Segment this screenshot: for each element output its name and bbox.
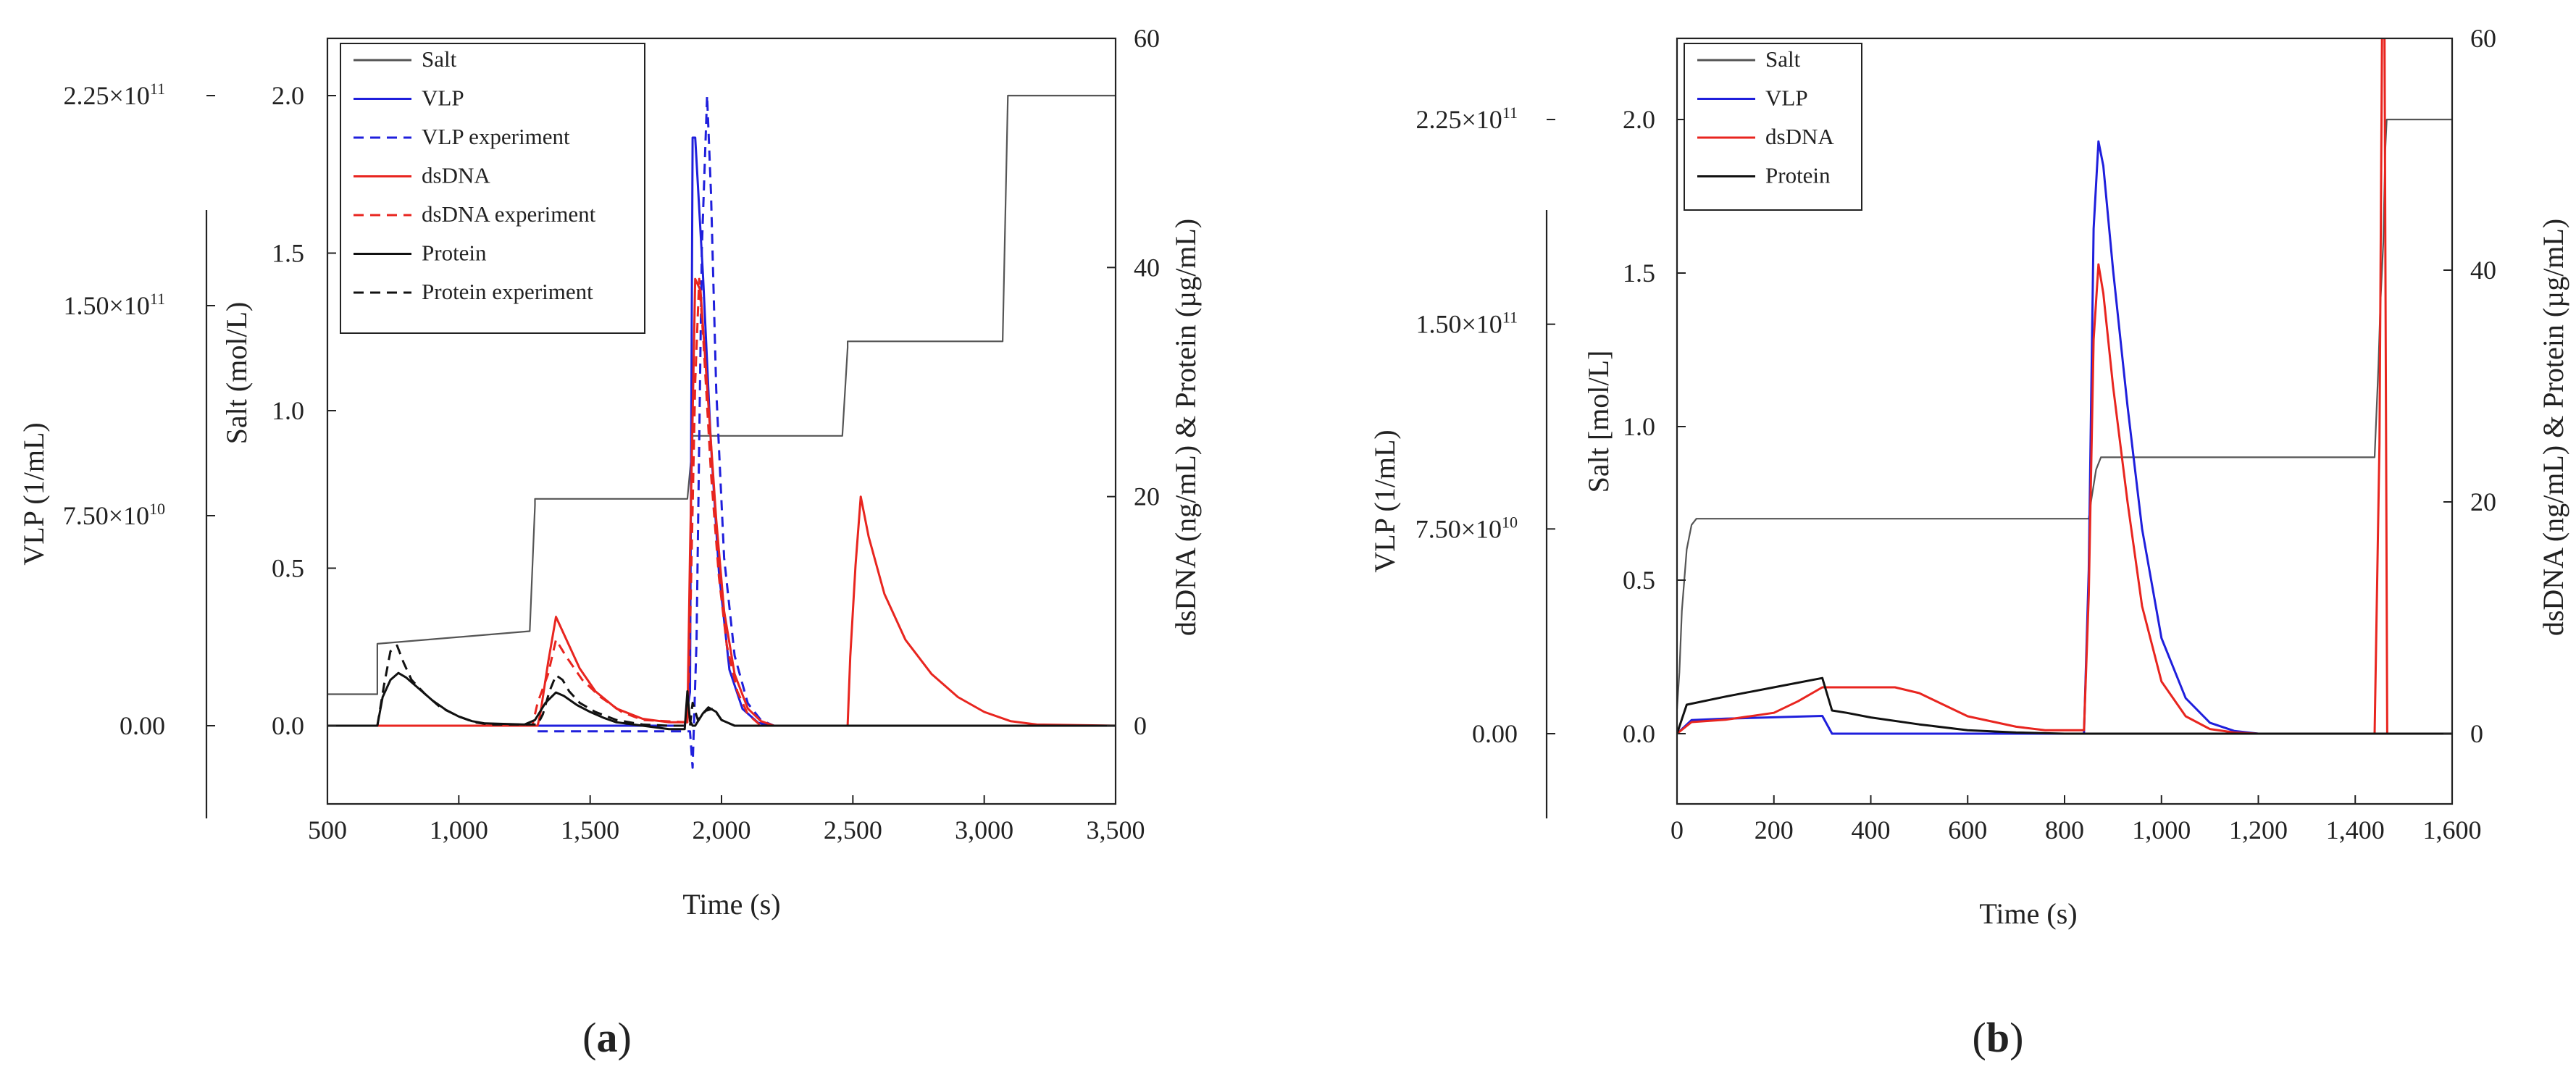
panel-a-right-axis-title: dsDNA (ng/mL) & Protein (µg/mL) [1169, 219, 1202, 636]
panel-b-legend-label: Protein [1765, 163, 1831, 188]
panel-b-salt-tick-label: 1.0 [1623, 412, 1655, 441]
panel-b-salt-tick-label: 0.5 [1623, 566, 1655, 595]
panel-a-legend-label: dsDNA [422, 163, 490, 188]
panel-a-label-open: ( [582, 1014, 596, 1061]
panel-a-legend-label: Protein [422, 240, 487, 266]
panel-b-salt-tick-label: 1.5 [1623, 259, 1655, 288]
panel-b-right-tick-label: 20 [2470, 487, 2496, 516]
panel-a-x-tick-label: 3,500 [1087, 816, 1145, 844]
panel-b-right-tick-label: 60 [2470, 24, 2496, 53]
panel-a-vlp-tick-label: 2.25×1011 [64, 80, 166, 110]
panel-b-x-tick-label: 1,600 [2423, 816, 2482, 844]
panel-a-x-tick-label: 500 [308, 816, 347, 844]
panel-a-x-tick-label: 3,000 [955, 816, 1013, 844]
panel-b-x-tick-label: 0 [1670, 816, 1684, 844]
panel-a-x-tick-label: 2,000 [693, 816, 751, 844]
panel-b-x-axis-title: Time (s) [1979, 897, 2077, 930]
panel-b-label-open: ( [1973, 1014, 1986, 1061]
panel-b-x-tick-label: 400 [1852, 816, 1891, 844]
panel-a-legend-label: VLP [422, 85, 464, 111]
panel-b-x-tick-label: 1,400 [2326, 816, 2385, 844]
panel-a-salt-axis-title: Salt (mol/L) [220, 302, 253, 445]
panel-a-right-tick-label: 0 [1134, 711, 1147, 740]
panel-b-x-tick-label: 1,200 [2229, 816, 2288, 844]
panel-b-x-tick-label: 200 [1755, 816, 1794, 844]
panel-b-frame [1545, 37, 2454, 818]
panel-a-salt-tick-label: 2.0 [272, 81, 304, 110]
panel-a-series-dsdna [327, 277, 1116, 727]
panel-b-vlp-tick-label: 1.50×1011 [1416, 309, 1518, 339]
panel-a-vlp-tick-label: 0.00 [120, 711, 165, 740]
panel-b-series-vlp [1677, 140, 2259, 735]
panel-b-right-tick-label: 40 [2470, 256, 2496, 285]
panel-a-right-tick-label: 20 [1134, 482, 1160, 511]
panel-a-legend-label: VLP experiment [422, 124, 570, 149]
panel-b-label: (b) [1973, 1014, 2024, 1061]
panel-a-vlp-tick-label: 7.50×1010 [63, 500, 165, 530]
panel-a-x-tick-label: 2,500 [824, 816, 882, 844]
panel-a-legend-label: Salt [422, 46, 457, 72]
panel-b-right-axis-title: dsDNA (ng/mL) & Protein (µg/mL) [2537, 219, 2569, 636]
panel-b-salt-tick-label: 2.0 [1623, 105, 1655, 134]
panel-b-legend-label: dsDNA [1765, 124, 1834, 149]
panel-b-x-tick-label: 1,000 [2132, 816, 2191, 844]
panel-b-vlp-tick-label: 7.50×1010 [1415, 513, 1518, 543]
panel-a-x-axis-title: Time (s) [682, 888, 780, 921]
panel-b-legend-label: VLP [1765, 85, 1808, 111]
panel-b-legend-box [1684, 43, 1862, 211]
panel-a-right-tick-label: 60 [1134, 24, 1160, 53]
panel-b-vlp-axis-title: VLP (1/mL) [1368, 429, 1401, 572]
panel-a-label-letter: a [597, 1014, 618, 1061]
panel-b-label-close: ) [2010, 1014, 2023, 1061]
panel-b-ticks: 0 200 400 600 800 1,000 1,200 1,400 1,6000.00.51… [1415, 24, 2496, 844]
panel-a-plot-area [327, 94, 1116, 769]
panel-b-x-tick-label: 600 [1948, 816, 1987, 844]
panel-a-label-close: ) [618, 1014, 632, 1061]
panel-b-plot-area [1677, 38, 2452, 735]
panel-a-x-tick-label: 1,000 [430, 816, 488, 844]
panel-b: 0 200 400 600 800 1,000 1,200 1,400 1,6000.00.51… [1368, 24, 2569, 1061]
panel-b-series-protein [1677, 676, 2452, 735]
panel-a-series-protein-experiment [327, 644, 735, 727]
panel-b-salt-axis-title: Salt [mol/L] [1582, 351, 1615, 493]
panel-a-series [327, 94, 1116, 769]
panel-b-x-tick-label: 800 [2045, 816, 2084, 844]
panel-a-right-tick-label: 40 [1134, 253, 1160, 282]
panel-b-right-tick-label: 0 [2470, 719, 2483, 748]
panel-b-legend-label: Salt [1765, 46, 1801, 72]
panel-b-salt-tick-label: 0.0 [1623, 719, 1655, 748]
panel-a-legend-label: dsDNA experiment [422, 201, 596, 227]
panel-a-vlp-axis-title: VLP (1/mL) [17, 422, 50, 565]
panel-a-x-tick-label: 1,500 [561, 816, 619, 844]
panel-b-series-salt [1677, 118, 2452, 710]
panel-b-vlp-tick-label: 0.00 [1472, 719, 1518, 748]
panel-a-series-vlp-experiment [538, 94, 775, 769]
panel-a-vlp-tick-label: 1.50×1011 [64, 290, 166, 320]
panel-a-legend: Salt VLP VLP experiment dsDNA dsDNA experime… [340, 43, 645, 334]
panel-b-vlp-tick-label: 2.25×1011 [1416, 104, 1518, 134]
panel-b-legend: Salt VLP dsDNA Protein [1684, 43, 1862, 211]
panel-a-legend-box [340, 43, 645, 334]
panel-a: 500 1,000 1,500 2,000 2,500 3,000 3,500 0.0 0.5 1… [17, 24, 1202, 1061]
panel-a-series-dsdna-experiment [327, 277, 762, 727]
panel-b-label-letter: b [1986, 1014, 2010, 1061]
panel-a-salt-tick-label: 1.5 [272, 239, 304, 268]
panel-a-salt-tick-label: 1.0 [272, 396, 304, 425]
panel-a-salt-tick-label: 0.5 [272, 554, 304, 583]
panel-a-label: (a) [582, 1014, 632, 1061]
panel-a-salt-tick-label: 0.0 [272, 711, 304, 740]
panel-a-legend-label: Protein experiment [422, 279, 593, 304]
panel-b-series [1677, 38, 2452, 735]
panel-a-ticks: 500 1,000 1,500 2,000 2,500 3,000 3,500 0.0 0.5 1… [63, 24, 1160, 844]
